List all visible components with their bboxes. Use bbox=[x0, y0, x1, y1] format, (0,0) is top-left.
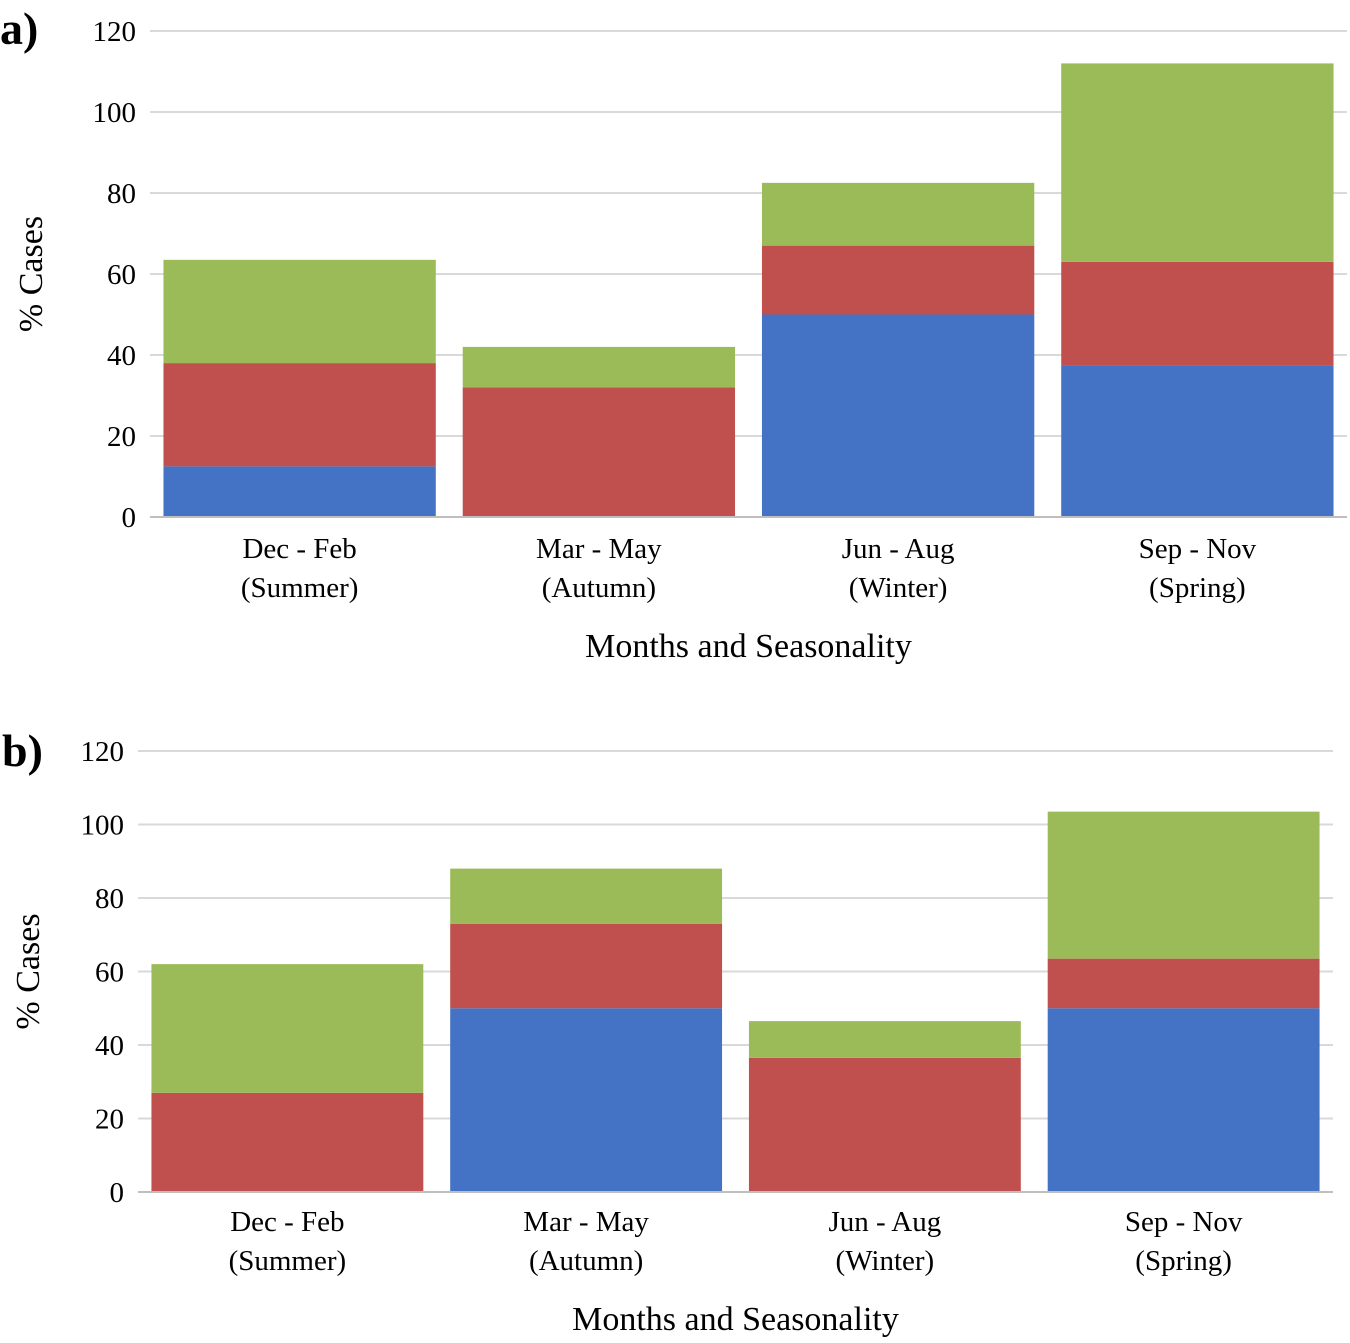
x-tick-label-season: (Summer) bbox=[241, 572, 359, 604]
bar-green bbox=[1047, 811, 1320, 959]
x-tick-label: Mar - May bbox=[523, 1206, 649, 1238]
panel-label: a) bbox=[0, 3, 38, 54]
x-tick-label: Mar - May bbox=[536, 533, 662, 565]
bar-green bbox=[462, 346, 736, 388]
y-tick-label: 80 bbox=[107, 178, 136, 210]
y-axis-title: % Cases bbox=[10, 913, 47, 1029]
y-tick-label: 120 bbox=[81, 736, 125, 768]
x-tick-label: Sep - Nov bbox=[1125, 1206, 1243, 1238]
x-tick-label-season: (Autumn) bbox=[529, 1245, 643, 1277]
bar-blue bbox=[761, 314, 1035, 517]
chart-panel-b: b) 0 20 40 60 80 100 120 Dec - Feb (Summer) Mar - … bbox=[2, 725, 1333, 1338]
bar-blue bbox=[163, 466, 436, 517]
bar-green bbox=[450, 868, 723, 924]
x-tick-label-season: (Winter) bbox=[849, 572, 948, 604]
x-tick-label: Sep - Nov bbox=[1139, 533, 1257, 565]
x-tick-label-season: (Autumn) bbox=[542, 572, 656, 604]
bar-red bbox=[462, 387, 736, 517]
x-axis-title: Months and Seasonality bbox=[572, 1301, 899, 1338]
bar-red bbox=[151, 1092, 424, 1192]
x-tick-label: Dec - Feb bbox=[242, 533, 356, 565]
x-tick-label-season: (Summer) bbox=[229, 1245, 347, 1277]
x-tick-label-season: (Spring) bbox=[1135, 1245, 1232, 1277]
x-tick-label: Dec - Feb bbox=[230, 1206, 344, 1238]
bar-blue bbox=[450, 1008, 723, 1192]
y-tick-label: 20 bbox=[95, 1104, 124, 1136]
y-axis-title: % Cases bbox=[13, 216, 50, 332]
bar-green bbox=[761, 182, 1035, 246]
bar-green bbox=[748, 1021, 1021, 1058]
y-tick-label: 60 bbox=[95, 957, 124, 989]
x-tick-label: Jun - Aug bbox=[842, 533, 955, 565]
y-tick-label: 120 bbox=[93, 16, 137, 48]
bar-blue bbox=[1047, 1008, 1320, 1192]
x-tick-label-season: (Winter) bbox=[836, 1245, 935, 1277]
bar-green bbox=[1061, 63, 1334, 262]
y-tick-label: 40 bbox=[107, 340, 136, 372]
bar-red bbox=[748, 1057, 1021, 1192]
x-tick-label: Jun - Aug bbox=[828, 1206, 941, 1238]
bar-red bbox=[761, 245, 1035, 315]
y-tick-label: 60 bbox=[107, 259, 136, 291]
bar-green bbox=[151, 964, 424, 1093]
y-tick-label: 0 bbox=[122, 502, 137, 534]
y-tick-label: 80 bbox=[95, 883, 124, 915]
bar-blue bbox=[1061, 365, 1334, 517]
y-tick-label: 40 bbox=[95, 1030, 124, 1062]
bar-green bbox=[163, 259, 436, 364]
y-tick-label: 0 bbox=[110, 1177, 125, 1209]
y-tick-label: 100 bbox=[81, 810, 125, 842]
bar-red bbox=[1047, 958, 1320, 1009]
bar-red bbox=[1061, 261, 1334, 366]
panel-label: b) bbox=[2, 725, 43, 776]
chart-panel-a: a) 0 20 40 60 80 100 120 Dec - Feb (Summer) Mar - … bbox=[0, 3, 1347, 665]
y-tick-label: 100 bbox=[93, 97, 137, 129]
x-tick-label-season: (Spring) bbox=[1149, 572, 1246, 604]
y-tick-label: 20 bbox=[107, 421, 136, 453]
bar-red bbox=[163, 363, 436, 467]
x-axis-title: Months and Seasonality bbox=[585, 628, 912, 665]
bar-red bbox=[450, 923, 723, 1009]
